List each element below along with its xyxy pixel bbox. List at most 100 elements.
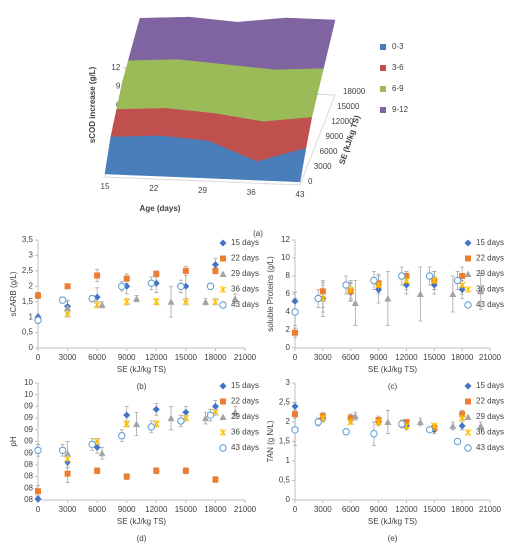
marker [133,420,141,427]
marker [314,418,322,426]
legend-label: 43 days [231,300,259,309]
legend-marker [219,301,227,309]
marker [94,467,101,474]
x-tick-label: 15000 [175,505,198,514]
x-tick-label: 6000 [88,353,106,362]
y-tick-label: 0,5 [22,328,34,337]
marker [449,290,457,297]
x-tick-label: 18000 [204,353,227,362]
surface-cell [274,44,330,71]
surface-cell [104,135,160,177]
marker [416,290,424,297]
marker [64,449,72,457]
legend-marker [464,444,472,452]
y-tick-label: 2 [29,281,34,290]
legend-marker [465,255,471,262]
surface-cell [116,81,172,110]
marker [211,402,219,410]
y-tick-label: 12000 [331,117,354,126]
x-tick-label: 0 [36,353,41,362]
marker [398,420,406,428]
marker [133,295,141,302]
y-tick-label: 08 [24,472,33,481]
marker [182,467,189,474]
marker [425,426,434,434]
x-tick-label: 6000 [342,505,360,514]
marker [477,287,485,295]
surface-cell [231,17,287,46]
legend-label: 29 days [476,412,504,421]
marker [206,411,215,419]
marker [123,411,131,419]
x-tick-label: 3000 [59,353,77,362]
y-tick-label: 3,5 [22,235,34,244]
x-tick-label: 15 [101,182,110,191]
x-tick-label: 0 [293,353,298,362]
marker [211,261,219,269]
x-axis-title: SE (kJ/kg TS) [117,517,167,526]
y-axis-title: sCARB (g/L) [9,271,18,316]
marker [98,301,106,308]
legend-label: 43 days [476,443,504,452]
y-tick-label: 09 [24,437,33,446]
marker [342,428,350,436]
marker [351,299,359,306]
marker [458,422,466,430]
x-tick-label: 9000 [370,353,388,362]
marker [398,272,406,280]
marker [64,470,71,477]
marker [384,295,392,302]
x-tick-label: 0 [293,505,298,514]
legend-swatch [380,86,386,92]
x-tick-label: 21000 [234,505,257,514]
marker [202,298,210,305]
legend-marker [464,239,472,247]
y-tick-label: 18000 [343,87,366,96]
marker [202,414,210,422]
marker [375,286,383,293]
marker [88,294,96,303]
marker [167,414,175,422]
panel-label: (c) [388,382,398,391]
marker [34,495,42,503]
marker [123,420,131,428]
legend-marker [220,255,226,262]
marker [477,422,485,429]
x-tick-label: 6000 [88,505,106,514]
y-tick-label: 3 [29,251,34,260]
marker [231,295,239,302]
legend-label: 22 days [231,254,259,263]
legend-label: 6-9 [392,84,404,93]
y-tick-label: 10 [281,253,290,262]
marker [384,418,392,425]
marker [64,455,71,463]
marker [152,405,160,413]
x-tick-label: 9000 [118,353,136,362]
x-tick-label: 15000 [175,353,198,362]
x-tick-label: 15000 [423,353,446,362]
y-axis-title: soluble Proteins (g/L) [266,256,275,332]
legend-label: 43 days [231,443,259,452]
marker [402,281,410,289]
marker [206,282,215,290]
marker [64,283,71,290]
marker [152,298,160,306]
legend-marker [464,286,472,293]
x-tick-label: 18000 [451,505,474,514]
marker [416,418,424,425]
marker [153,467,160,474]
y-tick-label: 9000 [326,132,344,141]
legend-marker [464,301,472,309]
y-tick-label: 0,5 [279,476,291,485]
legend-marker [464,270,472,277]
marker [123,473,130,480]
x-tick-label: 36 [247,188,256,197]
marker [35,488,41,495]
surface-cell [127,38,184,62]
marker [292,411,298,418]
x-tick-label: 9000 [370,505,388,514]
y-tick-label: 0 [308,177,313,186]
legend-marker [219,270,227,277]
x-axis-title: Age (days) [140,204,181,213]
